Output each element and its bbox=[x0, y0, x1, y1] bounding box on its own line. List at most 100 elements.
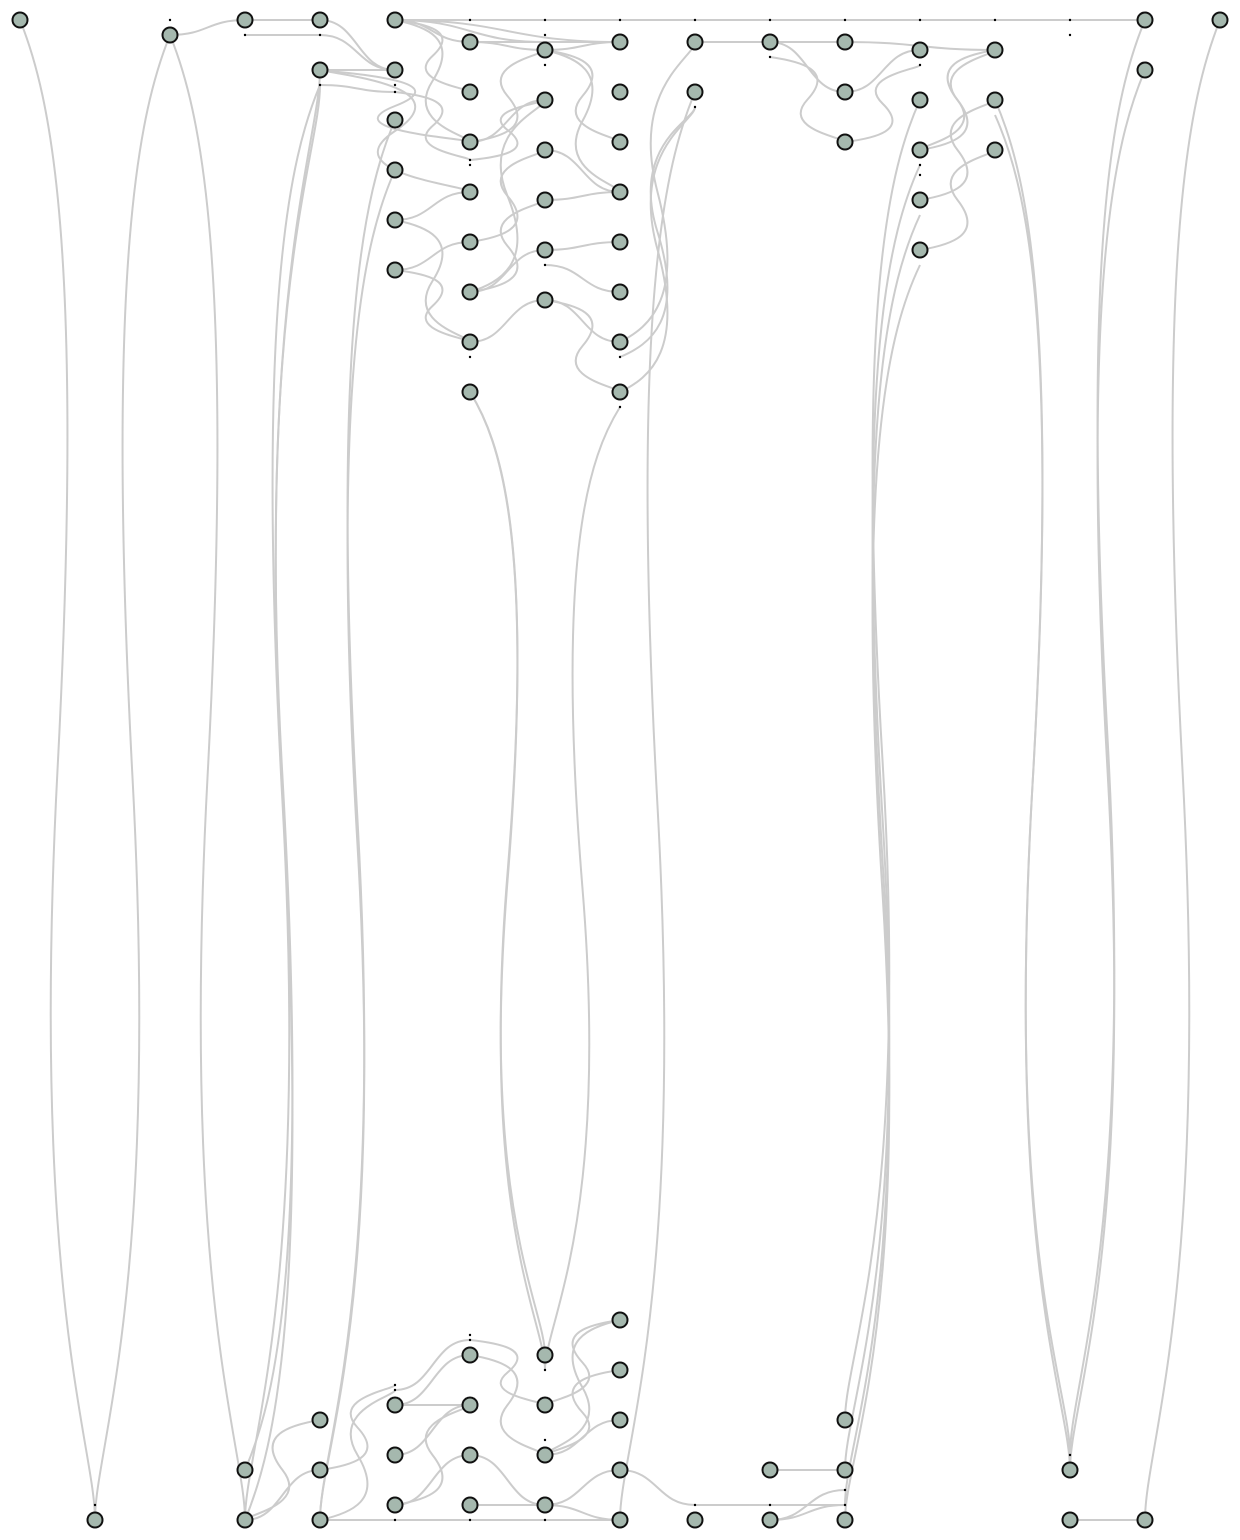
edge-bend-point bbox=[393, 1383, 397, 1387]
graph-edge bbox=[544, 406, 621, 1371]
graph-edge bbox=[544, 49, 621, 193]
graph-edge bbox=[394, 269, 471, 343]
graph-edge bbox=[94, 34, 171, 1521]
graph-node bbox=[1136, 1511, 1154, 1529]
edge-bend-point bbox=[468, 1338, 472, 1342]
edge-bend-point bbox=[693, 18, 697, 22]
graph-node bbox=[686, 1511, 704, 1529]
edge-bend-point bbox=[468, 18, 472, 22]
edge-bend-point bbox=[318, 83, 322, 87]
graph-edge bbox=[244, 1419, 321, 1521]
graph-edge bbox=[769, 1504, 846, 1521]
graph-edge bbox=[544, 191, 621, 201]
graph-node bbox=[461, 283, 479, 301]
graph-edge bbox=[394, 1354, 471, 1406]
graph-node bbox=[611, 1411, 629, 1429]
graph-node bbox=[911, 241, 929, 259]
graph-edge bbox=[544, 1319, 621, 1456]
edge-bend-point bbox=[693, 1503, 697, 1507]
graph-node bbox=[611, 1311, 629, 1329]
graph-node bbox=[911, 191, 929, 209]
graph-node bbox=[1061, 1511, 1079, 1529]
graph-edge bbox=[619, 106, 696, 393]
graph-node bbox=[836, 33, 854, 51]
edge-bend-point bbox=[918, 163, 922, 167]
edge-bend-point bbox=[918, 173, 922, 177]
graph-edge bbox=[544, 49, 621, 143]
graph-edge bbox=[469, 199, 546, 293]
graph-edge bbox=[319, 1384, 396, 1471]
graph-node bbox=[986, 41, 1004, 59]
graph-node bbox=[536, 1496, 554, 1514]
graph-node bbox=[461, 333, 479, 351]
graph-edge bbox=[1069, 69, 1146, 1471]
edge-bend-point bbox=[768, 55, 772, 59]
edge-bend-point bbox=[243, 33, 247, 37]
graph-edge bbox=[169, 19, 246, 36]
graph-edge bbox=[469, 1454, 546, 1506]
graph-node bbox=[611, 1361, 629, 1379]
graph-node bbox=[536, 291, 554, 309]
edge-bend-point bbox=[1068, 18, 1072, 22]
graph-node bbox=[761, 1511, 779, 1529]
graph-edge bbox=[319, 19, 396, 71]
edge-bend-point bbox=[1068, 1453, 1072, 1457]
graph-edge bbox=[619, 106, 696, 358]
graph-node bbox=[311, 1461, 329, 1479]
graph-node bbox=[536, 191, 554, 209]
graph-edge bbox=[319, 1389, 396, 1521]
graph-edge bbox=[469, 41, 546, 51]
graph-node bbox=[1061, 1461, 1079, 1479]
graph-edge bbox=[544, 299, 621, 393]
graph-edge bbox=[844, 49, 921, 93]
graph-node bbox=[761, 33, 779, 51]
graph-node bbox=[386, 211, 404, 229]
graph-node bbox=[611, 383, 629, 401]
graph-edge bbox=[394, 19, 471, 143]
graph-node bbox=[386, 1496, 404, 1514]
edge-bend-point bbox=[843, 1488, 847, 1492]
edge-bend-point bbox=[1068, 33, 1072, 37]
graph-edge bbox=[319, 34, 396, 71]
graph-edge bbox=[469, 49, 546, 143]
graph-edge bbox=[544, 1469, 621, 1506]
node-layer bbox=[11, 11, 1229, 1529]
graph-edge bbox=[544, 149, 621, 193]
graph-edge bbox=[1069, 19, 1146, 1456]
graph-node bbox=[836, 83, 854, 101]
graph-edge bbox=[394, 1404, 471, 1506]
graph-edge bbox=[244, 1469, 321, 1521]
graph-node bbox=[311, 61, 329, 79]
graph-node bbox=[911, 41, 929, 59]
graph-edge bbox=[544, 241, 621, 251]
graph-edge bbox=[619, 91, 696, 1521]
edge-bend-point bbox=[768, 18, 772, 22]
bend-point-layer bbox=[93, 18, 1072, 1522]
graph-node bbox=[236, 11, 254, 29]
graph-node bbox=[161, 26, 179, 44]
edge-bend-point bbox=[468, 1518, 472, 1522]
graph-edge bbox=[394, 19, 471, 93]
graph-edge bbox=[544, 41, 621, 51]
edge-bend-point bbox=[693, 105, 697, 109]
graph-edge bbox=[394, 1404, 471, 1456]
graph-edge bbox=[394, 241, 471, 271]
graph-node bbox=[461, 1446, 479, 1464]
edge-bend-point bbox=[468, 163, 472, 167]
graph-edge bbox=[844, 64, 921, 143]
graph-node bbox=[536, 91, 554, 109]
graph-node bbox=[536, 1346, 554, 1364]
graph-node bbox=[1136, 11, 1154, 29]
graph-node bbox=[461, 133, 479, 151]
graph-edge bbox=[544, 1504, 621, 1521]
edge-bend-point bbox=[618, 355, 622, 359]
graph-node bbox=[386, 11, 404, 29]
graph-edge bbox=[919, 49, 996, 151]
graph-edge bbox=[469, 249, 546, 293]
graph-edge bbox=[469, 99, 546, 161]
graph-node bbox=[461, 1496, 479, 1514]
graph-node bbox=[386, 261, 404, 279]
graph-edge bbox=[544, 1319, 621, 1406]
graph-node bbox=[461, 1346, 479, 1364]
